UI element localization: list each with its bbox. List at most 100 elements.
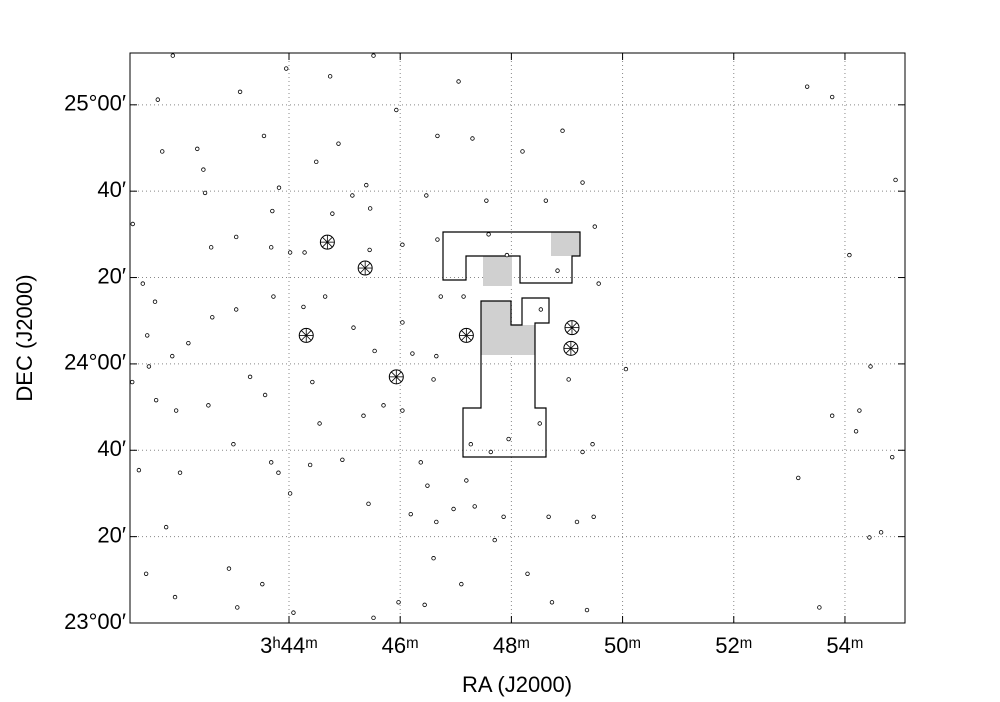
star	[486, 232, 491, 237]
shaded-field	[481, 301, 535, 355]
star	[410, 351, 415, 356]
star	[146, 364, 152, 369]
star	[152, 299, 158, 304]
star	[538, 307, 544, 312]
star	[364, 182, 369, 188]
star	[208, 245, 214, 250]
star	[422, 602, 427, 608]
plot-frame	[129, 52, 906, 624]
star	[287, 250, 293, 255]
star	[596, 281, 601, 286]
star	[302, 250, 307, 255]
star	[525, 571, 530, 576]
star	[231, 442, 236, 447]
star	[284, 66, 289, 71]
star	[367, 206, 373, 211]
star	[468, 442, 473, 447]
x-tick-label: 54ᵐ	[826, 633, 863, 658]
star-spoke	[359, 262, 371, 274]
star	[829, 94, 835, 100]
star	[350, 193, 355, 198]
star-spoke	[566, 322, 578, 333]
star	[262, 392, 268, 398]
stars	[130, 53, 898, 621]
star	[210, 315, 215, 320]
star	[868, 364, 873, 369]
star	[206, 403, 211, 408]
star	[201, 167, 206, 172]
star	[130, 221, 135, 227]
star	[574, 519, 580, 525]
star	[371, 615, 376, 621]
star	[173, 408, 179, 413]
star	[163, 524, 169, 530]
star	[438, 294, 443, 299]
x-tick-label: 48ᵐ	[493, 633, 530, 658]
star	[857, 408, 862, 413]
star	[418, 460, 423, 465]
star	[560, 128, 565, 133]
star	[317, 421, 322, 426]
y-axis-label: DEC (J2000)	[12, 274, 37, 401]
star	[520, 149, 525, 154]
star	[186, 340, 191, 346]
star	[235, 605, 240, 610]
star	[555, 268, 560, 273]
y-tick-label: 24°00′	[64, 350, 126, 375]
star	[322, 294, 328, 299]
star	[226, 566, 232, 571]
star	[431, 377, 436, 382]
star-spoke	[301, 330, 312, 341]
star	[817, 605, 822, 610]
star-spoke	[565, 343, 577, 354]
star-spoke	[391, 371, 402, 383]
star	[177, 470, 183, 475]
x-axis-label: RA (J2000)	[462, 672, 572, 697]
star	[580, 449, 585, 455]
star	[580, 180, 585, 185]
star	[237, 89, 243, 95]
star	[464, 478, 469, 483]
star	[435, 237, 440, 242]
y-tick-label: 20′	[97, 522, 126, 547]
star	[566, 377, 571, 382]
star	[195, 146, 200, 152]
star	[456, 79, 461, 84]
star	[424, 193, 429, 198]
star	[371, 53, 376, 58]
star	[591, 514, 596, 519]
star	[170, 353, 175, 359]
star	[853, 429, 859, 434]
star	[592, 224, 597, 229]
y-tick-label: 23°00′	[64, 609, 126, 634]
star	[271, 294, 276, 299]
star	[796, 475, 801, 481]
star	[829, 413, 835, 418]
star-spoke	[461, 330, 472, 341]
star	[470, 136, 475, 141]
shaded-field	[551, 232, 580, 256]
star	[501, 514, 506, 519]
star	[400, 320, 405, 325]
star	[336, 141, 341, 146]
x-tick-label: 46ᵐ	[382, 633, 419, 658]
star	[155, 97, 160, 102]
star	[434, 519, 439, 525]
x-tick-label: 50ᵐ	[604, 633, 641, 658]
star	[372, 348, 377, 354]
star	[269, 245, 274, 250]
star	[367, 247, 372, 253]
star	[537, 421, 542, 426]
star	[172, 594, 178, 600]
star	[867, 535, 872, 540]
star	[488, 449, 494, 455]
star	[291, 610, 296, 615]
star	[434, 353, 439, 359]
star	[623, 366, 629, 372]
star	[269, 460, 274, 465]
star	[276, 470, 281, 475]
star	[484, 198, 489, 203]
y-tick-label: 25°00′	[64, 91, 126, 116]
star	[314, 159, 319, 165]
